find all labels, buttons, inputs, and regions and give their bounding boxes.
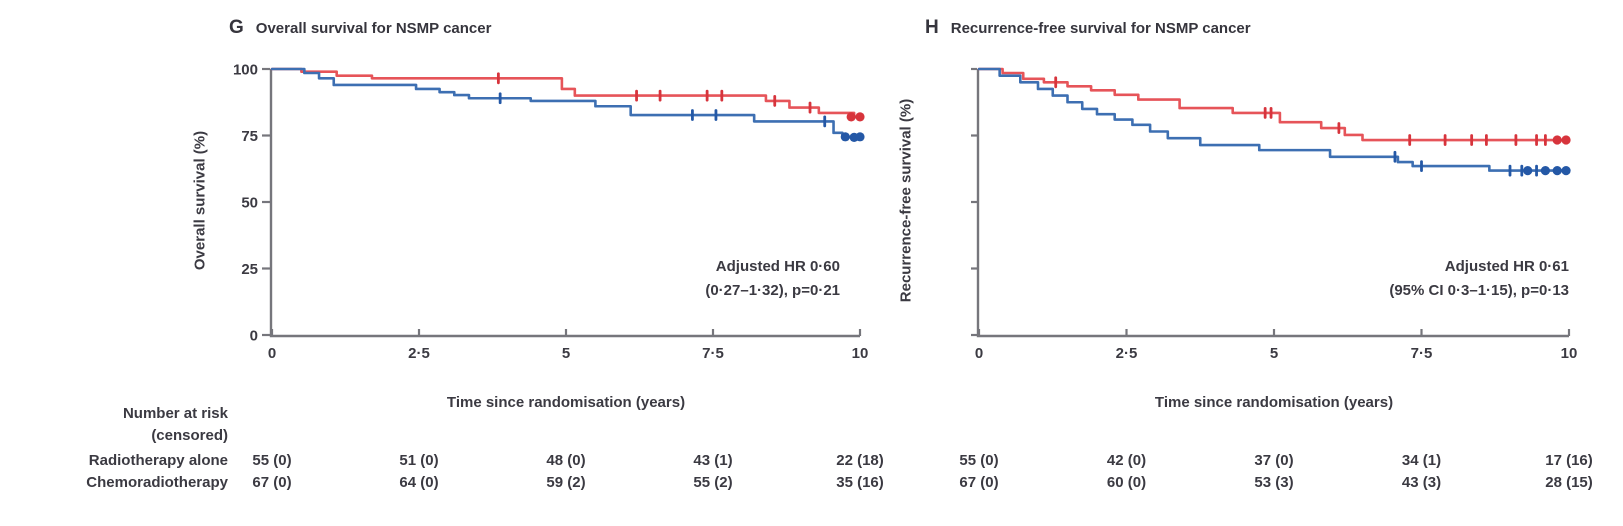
panel-g-risk-cell: 55 (2)	[693, 474, 733, 491]
panel-h-radiotherapy-curve	[977, 67, 1571, 142]
panel-h-chemoradiotherapy-end-dot	[1552, 166, 1562, 176]
panel-g-risk-cell: 67 (0)	[252, 474, 292, 491]
panel-h-y-axis-label: Recurrence-free survival (%)	[897, 98, 915, 303]
panel-g-ytick-label: 25	[241, 261, 258, 278]
panel-h-x-axis-label: Time since randomisation (years)	[1154, 394, 1394, 411]
panel-h-chemoradiotherapy-end-dot	[1561, 166, 1571, 176]
panel-g-ytick-label: 100	[233, 62, 258, 79]
panel-h-annotation-line2: (95% CI 0·3–1·15), p=0·13	[1389, 282, 1569, 299]
panel-h-risk-cell: 60 (0)	[1106, 474, 1147, 491]
panel-g-ytick-label: 75	[241, 128, 258, 145]
panel-h-risk-cell: 28 (15)	[1545, 474, 1593, 491]
panel-g-y-axis-label: Overall survival (%)	[191, 130, 209, 271]
panel-g-risk-cell: 48 (0)	[546, 452, 586, 469]
panel-g-x-axis-label: Time since randomisation (years)	[446, 394, 686, 411]
panel-g-radiotherapy-end-dot	[855, 112, 865, 122]
panel-h-radiotherapy-end-dot	[1552, 135, 1562, 145]
panel-h-xtick-label: 7·5	[1411, 345, 1433, 362]
panel-g-title: Overall survival for NSMP cancer	[255, 20, 492, 37]
panel-g-chemoradiotherapy-end-dot	[855, 132, 865, 142]
panel-h-risk-cell: 53 (3)	[1254, 474, 1294, 491]
risk-row-label-radiotherapy: Radiotherapy alone	[88, 452, 228, 469]
panel-h-xtick-label: 2·5	[1116, 345, 1138, 362]
panel-h-risk-cell: 34 (1)	[1401, 452, 1442, 469]
panel-h-xtick-label: 0	[975, 345, 983, 362]
panel-g-xtick-label: 0	[268, 345, 276, 362]
panel-h-radiotherapy-end-dot	[1561, 135, 1571, 145]
risk-row-label-chemoradiotherapy: Chemoradiotherapy	[86, 474, 228, 491]
panel-h-risk-cell: 43 (3)	[1401, 474, 1442, 491]
panel-g-risk-cell: 43 (1)	[693, 452, 733, 469]
panel-h-chemoradiotherapy-end-dot	[1523, 166, 1533, 176]
panel-g-risk-cell: 64 (0)	[399, 474, 439, 491]
panel-g-letter: G	[229, 17, 244, 38]
panel-g-annotation-line2: (0·27–1·32), p=0·21	[705, 282, 840, 299]
risk-table-header-line2: (censored)	[151, 427, 228, 444]
panel-h-xtick-label: 5	[1270, 345, 1278, 362]
panel-g-ytick-label: 50	[241, 195, 258, 212]
panel-g-chemoradiotherapy-curve	[270, 67, 862, 139]
panel-h-chemoradiotherapy-curve	[977, 67, 1571, 172]
panel-h-risk-cell: 37 (0)	[1254, 452, 1294, 469]
panel-h-annotation-line1: Adjusted HR 0·61	[1444, 258, 1569, 275]
panel-g-radiotherapy-end-dot	[846, 112, 856, 122]
panel-g-risk-cell: 51 (0)	[399, 452, 439, 469]
panel-h-xtick-label: 10	[1561, 345, 1578, 362]
panel-g-risk-cell: 55 (0)	[252, 452, 292, 469]
panel-h-risk-cell: 42 (0)	[1106, 452, 1147, 469]
panel-h-annotation: Adjusted HR 0·61 (95% CI 0·3–1·15), p=0·…	[1389, 255, 1569, 303]
panel-h-title-row: H Recurrence-free survival for NSMP cance…	[925, 17, 1251, 39]
panel-g-chemoradiotherapy-end-dot	[840, 132, 850, 142]
panel-h-chemoradiotherapy-end-dot	[1540, 166, 1550, 176]
panel-g-xtick-label: 10	[852, 345, 869, 362]
panel-g-risk-cell: 35 (16)	[836, 474, 884, 491]
panel-h-title: Recurrence-free survival for NSMP cancer	[950, 20, 1251, 37]
panel-h-risk-cell: 67 (0)	[959, 474, 999, 491]
panel-g-risk-cell: 22 (18)	[836, 452, 884, 469]
panel-g-ytick-label: 0	[250, 328, 258, 345]
panel-g-xtick-label: 2·5	[408, 345, 430, 362]
panel-g-annotation-line1: Adjusted HR 0·60	[715, 258, 840, 275]
panel-h-letter: H	[925, 17, 939, 38]
panel-g-radiotherapy-curve	[270, 67, 862, 119]
panel-g-xtick-label: 5	[562, 345, 570, 362]
panel-g-risk-cell: 59 (2)	[546, 474, 586, 491]
panel-h-risk-cell: 55 (0)	[959, 452, 999, 469]
risk-table-header-line1: Number at risk	[122, 405, 228, 422]
panel-g-annotation: Adjusted HR 0·60 (0·27–1·32), p=0·21	[705, 255, 840, 303]
panel-g-xtick-label: 7·5	[702, 345, 724, 362]
panel-h-risk-cell: 17 (16)	[1545, 452, 1593, 469]
panel-g-title-row: G Overall survival for NSMP cancer	[229, 17, 491, 39]
